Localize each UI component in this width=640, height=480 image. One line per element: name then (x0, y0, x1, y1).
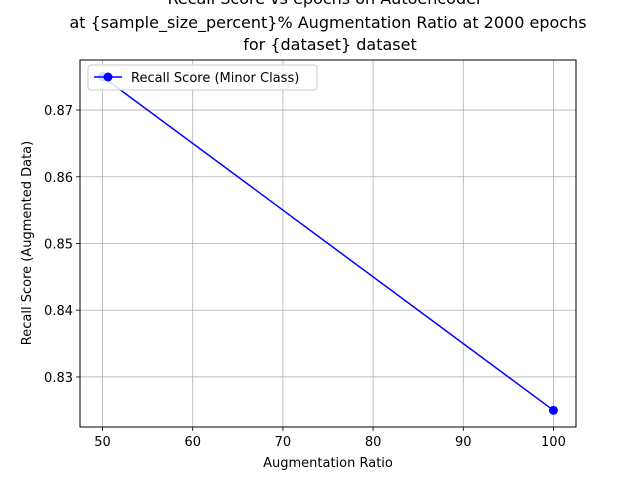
x-tick-label: 100 (541, 435, 566, 450)
y-tick-label: 0.84 (44, 304, 73, 319)
x-tick-label: 90 (455, 435, 472, 450)
legend-marker-swatch (103, 72, 113, 82)
legend: Recall Score (Minor Class) (87, 64, 318, 91)
chart-title-line-3: for {dataset} dataset (243, 35, 417, 54)
x-tick-label: 70 (275, 435, 292, 450)
y-tick-label: 0.87 (44, 104, 73, 119)
legend-box (87, 64, 318, 91)
x-tick-label: 50 (94, 435, 111, 450)
chart-title-line-2: at {sample_size_percent}% Augmentation R… (69, 13, 586, 33)
y-tick-label: 0.86 (44, 171, 73, 186)
chart-title: Recall Score vs epochs on Autoencoder at… (69, 0, 586, 54)
x-axis-label: Augmentation Ratio (263, 456, 393, 471)
y-tick-label: 0.85 (44, 238, 73, 253)
data-point (548, 405, 558, 415)
x-tick-label: 60 (184, 435, 201, 450)
axis-ticks: 50 60 70 80 90 100 0.83 0.84 0.85 0.86 0.87 (44, 104, 566, 450)
chart-title-line-1: Recall Score vs epochs on Autoencoder (167, 0, 482, 8)
y-tick-label: 0.83 (44, 371, 73, 386)
x-tick-label: 80 (365, 435, 382, 450)
legend-label: Recall Score (Minor Class) (131, 71, 299, 86)
y-axis-label: Recall Score (Augmented Data) (20, 141, 35, 345)
series-line (102, 76, 554, 411)
